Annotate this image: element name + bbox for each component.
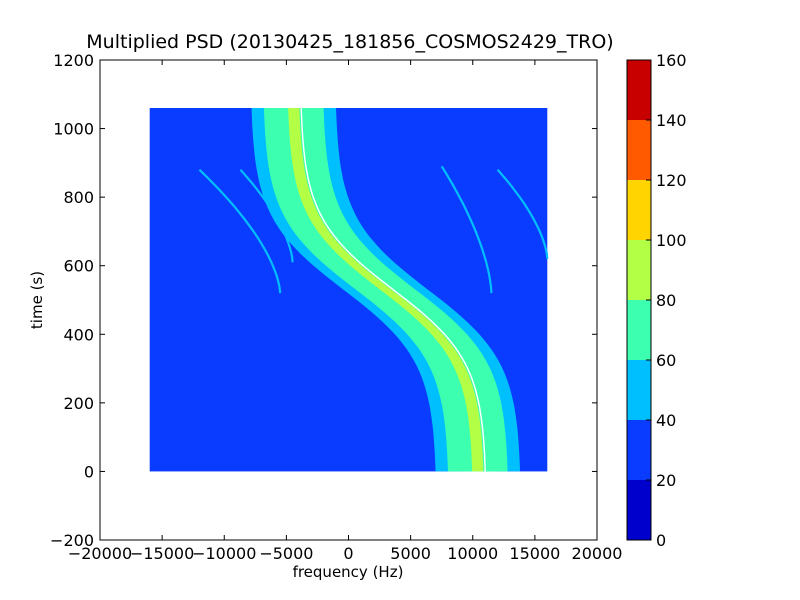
x-tick-label: −5000 [259,544,313,563]
y-tick-label: 600 [63,257,94,276]
chart-title: Multiplied PSD (20130425_181856_COSMOS24… [86,31,613,53]
colorbar-tick-label: 140 [656,111,687,130]
x-tick-label: −10000 [192,544,256,563]
trace-overlays [198,107,549,472]
y-tick-label: 1200 [53,51,94,70]
colorbar-segment-4 [627,300,651,360]
x-tick-label: 10000 [447,544,498,563]
colorbar-tick-label: 120 [656,171,687,190]
x-ticks: −20000−15000−10000 −5000 0 5000 10000 15000 20… [68,60,623,563]
secondary-trace-3 [440,165,493,294]
secondary-trace-4 [496,168,549,259]
x-tick-label: 15000 [509,544,560,563]
y-tick-label: 1000 [53,120,94,139]
spectrogram-heatmap [149,108,548,472]
colorbar-tick-label: 40 [656,411,676,430]
x-tick-label: 0 [343,544,353,563]
secondary-trace-1 [198,168,282,294]
trace-centerline [300,107,486,472]
secondary-trace-2 [239,168,294,263]
x-tick-label: 5000 [390,544,431,563]
colorbar-tick-label: 20 [656,471,676,490]
colorbar-segment-1 [627,480,651,540]
colorbar-segment-2 [627,420,651,480]
x-axis-label: frequency (Hz) [293,563,404,581]
colorbar-segment-8 [627,60,651,120]
y-tick-label: 200 [63,394,94,413]
colorbar-tick-label: 60 [656,351,676,370]
colorbar-tick-label: 100 [656,231,687,250]
y-axis-label: time (s) [28,271,46,329]
colorbar-tick-label: 0 [656,531,666,550]
plot-area: −20000−15000−10000 −5000 0 5000 10000 15000 20… [50,51,622,563]
colorbar-segment-6 [627,180,651,240]
colorbar-segment-3 [627,360,651,420]
x-tick-label: −15000 [130,544,194,563]
y-tick-label: 400 [63,325,94,344]
x-tick-label: 20000 [572,544,623,563]
y-tick-label: −200 [50,531,94,550]
y-tick-label: 0 [84,462,94,481]
y-tick-label: 800 [63,188,94,207]
colorbar-tick-label: 160 [656,51,687,70]
y-ticks: −200 0 200 400 600 800 1000 1200 [50,51,597,550]
trace-band-peak [288,108,484,472]
colorbar: 0 20 40 60 80 100 120 140 160 [626,51,687,550]
x-tick-label: −20000 [68,544,132,563]
colorbar-segment-5 [627,240,651,300]
colorbar-segment-7 [627,120,651,180]
colorbar-tick-label: 80 [656,291,676,310]
